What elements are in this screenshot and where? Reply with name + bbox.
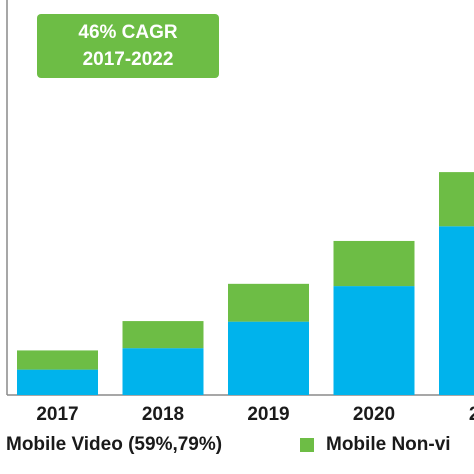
x-tick-label-2020: 2020 [353, 404, 395, 425]
bar-group [17, 172, 474, 395]
bar-mobile-non-video-2019 [228, 283, 309, 322]
cagr-badge: 46% CAGR 2017-2022 [37, 14, 219, 78]
legend: Mobile Video (59%,79%) Mobile Non-vi [0, 428, 474, 464]
bar-mobile-non-video-2017 [17, 350, 98, 370]
legend-item-mobile-non-video: Mobile Non-vi [300, 434, 451, 456]
cagr-rate: 46% CAGR [78, 22, 178, 43]
cagr-period: 2017-2022 [82, 49, 174, 70]
bar-mobile-video-2020 [333, 286, 415, 395]
bar-mobile-video-2019 [228, 321, 309, 395]
legend-item-mobile-video: Mobile Video (59%,79%) [6, 434, 222, 456]
legend-swatch-mobile-non-video [300, 438, 314, 452]
bar-mobile-video-2018 [122, 348, 204, 395]
bar-mobile-video-20 [439, 226, 474, 395]
bar-mobile-non-video-20 [439, 172, 474, 227]
x-tick-labels: 201720182019202020 [36, 404, 474, 425]
x-tick-label-2018: 2018 [142, 404, 184, 425]
legend-label-mobile-video: Mobile Video (59%,79%) [6, 434, 223, 455]
bar-mobile-non-video-2020 [333, 240, 415, 287]
bar-mobile-non-video-2018 [122, 321, 204, 349]
legend-label-mobile-non-video: Mobile Non-vi [326, 434, 451, 455]
x-tick-label-20: 20 [469, 404, 474, 425]
bar-mobile-video-2017 [17, 369, 98, 395]
x-tick-label-2019: 2019 [247, 404, 289, 425]
x-tick-label-2017: 2017 [36, 404, 78, 425]
